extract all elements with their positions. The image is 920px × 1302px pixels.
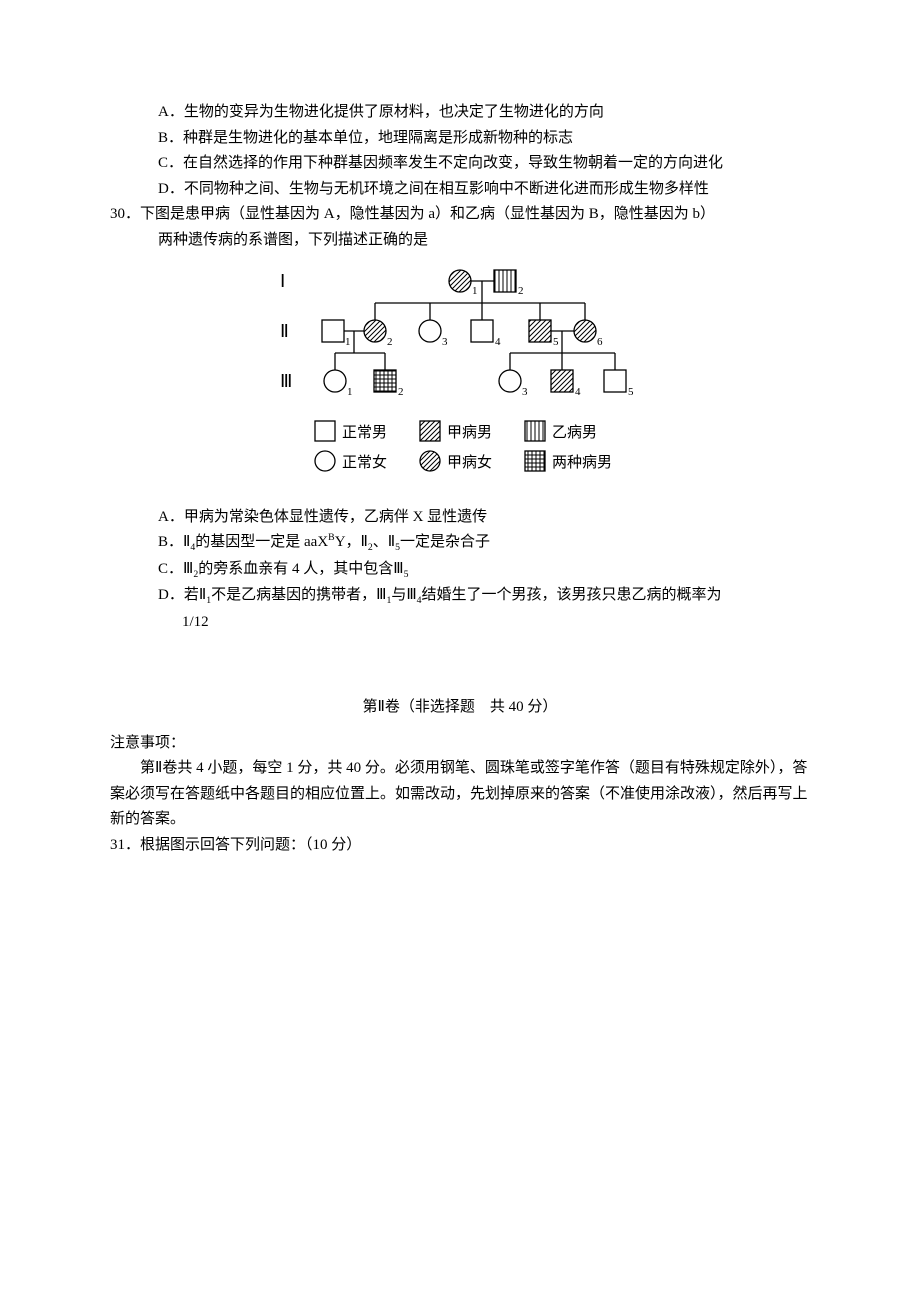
q31-line: 31．根据图示回答下列问题：（10 分） [110, 833, 810, 859]
legend-normal-f-icon [315, 451, 335, 471]
III-4 [551, 370, 573, 392]
II-4 [471, 320, 493, 342]
q30-opt-c: C．Ⅲ2的旁系血亲有 4 人，其中包含Ⅲ5 [110, 557, 810, 584]
legend-jia-m-icon [420, 421, 440, 441]
legend-jia-m: 甲病男 [447, 424, 492, 441]
II-1 [322, 320, 344, 342]
legend-normal-f: 正常女 [342, 453, 387, 471]
pedigree-svg: Ⅰ Ⅱ Ⅲ 1 2 1 2 3 [250, 261, 670, 491]
gen-label-2: Ⅱ [280, 321, 289, 341]
svg-text:5: 5 [553, 336, 559, 348]
I-1 [449, 270, 471, 292]
svg-text:1: 1 [345, 336, 351, 348]
I-2 [494, 270, 516, 292]
q30-number: 30． [110, 206, 140, 222]
q29-opt-c: C．在自然选择的作用下种群基因频率发生不定向改变，导致生物朝着一定的方向进化 [110, 151, 810, 177]
svg-text:3: 3 [442, 336, 448, 348]
section2-title: 第Ⅱ卷（非选择题 共 40 分） [110, 695, 810, 721]
legend-both-m: 两种病男 [552, 454, 612, 471]
II-3 [419, 320, 441, 342]
svg-text:2: 2 [518, 285, 524, 297]
II-5 [529, 320, 551, 342]
svg-text:3: 3 [522, 386, 528, 398]
svg-text:4: 4 [575, 386, 581, 398]
svg-text:2: 2 [387, 336, 393, 348]
q30-opt-d-line1: D．若Ⅱ1不是乙病基因的携带者，Ⅲ1与Ⅲ4结婚生了一个男孩，该男孩只患乙病的概率… [110, 583, 810, 610]
gen-label-3: Ⅲ [280, 371, 292, 391]
q30-opt-b: B．Ⅱ4的基因型一定是 aaXBY，Ⅱ2、Ⅱ5一定是杂合子 [110, 530, 810, 557]
gen-label-1: Ⅰ [280, 271, 285, 291]
II-2 [364, 320, 386, 342]
q30-stem-line1: 30．下图是患甲病（显性基因为 A，隐性基因为 a）和乙病（显性基因为 B，隐性… [148, 202, 810, 228]
svg-text:2: 2 [398, 386, 404, 398]
III-1 [324, 370, 346, 392]
legend-yi-m-icon [525, 421, 545, 441]
III-5 [604, 370, 626, 392]
svg-text:6: 6 [597, 336, 603, 348]
pedigree-chart: Ⅰ Ⅱ Ⅲ 1 2 1 2 3 [110, 261, 810, 501]
legend-jia-f-icon [420, 451, 440, 471]
q30-opt-d-line2: 1/12 [110, 610, 810, 636]
legend-normal-m: 正常男 [342, 424, 387, 441]
q30-opt-a: A．甲病为常染色体显性遗传，乙病伴 X 显性遗传 [110, 505, 810, 531]
q29-opt-a: A．生物的变异为生物进化提供了原材料，也决定了生物进化的方向 [110, 100, 810, 126]
q30-stem1: 下图是患甲病（显性基因为 A，隐性基因为 a）和乙病（显性基因为 B，隐性基因为… [140, 206, 715, 222]
notice-heading: 注意事项： [110, 731, 810, 757]
III-2 [374, 370, 396, 392]
svg-text:1: 1 [472, 285, 478, 297]
legend-normal-m-icon [315, 421, 335, 441]
q29-opt-d: D．不同物种之间、生物与无机环境之间在相互影响中不断进化进而形成生物多样性 [110, 177, 810, 203]
svg-text:5: 5 [628, 386, 634, 398]
III-3 [499, 370, 521, 392]
svg-text:1: 1 [347, 386, 353, 398]
II-6 [574, 320, 596, 342]
q29-opt-b: B．种群是生物进化的基本单位，地理隔离是形成新物种的标志 [110, 126, 810, 152]
notice-paragraph: 第Ⅱ卷共 4 小题，每空 1 分，共 40 分。必须用钢笔、圆珠笔或签字笔作答（… [110, 756, 810, 833]
page: A．生物的变异为生物进化提供了原材料，也决定了生物进化的方向 B．种群是生物进化… [0, 0, 920, 1302]
q30-stem-line2: 两种遗传病的系谱图，下列描述正确的是 [110, 228, 810, 254]
svg-text:4: 4 [495, 336, 501, 348]
legend-yi-m: 乙病男 [552, 424, 597, 441]
legend-jia-f: 甲病女 [447, 453, 492, 471]
legend-both-m-icon [525, 451, 545, 471]
